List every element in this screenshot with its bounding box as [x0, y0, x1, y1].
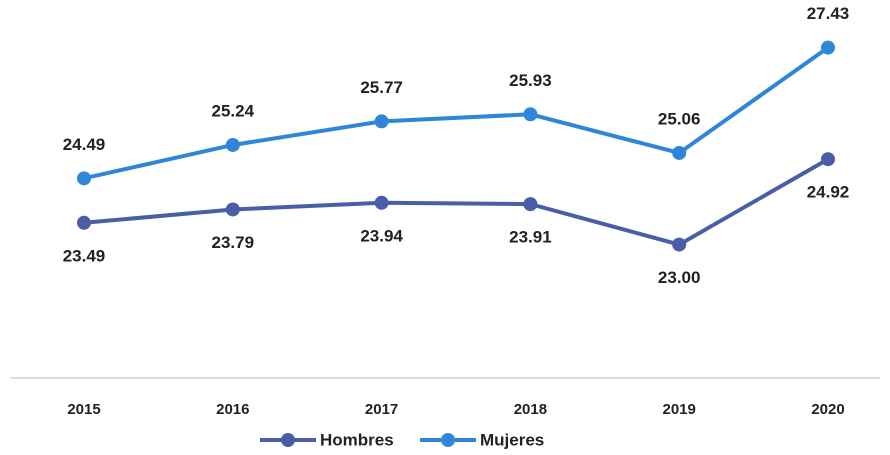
data-label: 25.93: [509, 71, 552, 90]
legend-label: Mujeres: [480, 430, 544, 449]
data-label: 25.06: [658, 109, 701, 128]
data-label: 27.43: [807, 4, 850, 23]
point: [374, 114, 389, 129]
x-tick-label: 2019: [663, 401, 696, 418]
data-label: 23.91: [509, 228, 552, 247]
data-label: 23.00: [658, 268, 701, 287]
x-tick-label: 2020: [811, 401, 844, 418]
data-label: 23.79: [212, 233, 255, 252]
data-label: 24.49: [63, 135, 106, 154]
legend-marker: [281, 433, 295, 447]
point: [523, 107, 538, 122]
legend-marker: [441, 433, 455, 447]
data-label: 25.24: [212, 101, 255, 120]
legend-label: Hombres: [320, 430, 394, 449]
line: [83, 157, 829, 247]
x-tick-label: 2017: [365, 401, 398, 418]
data-label: 25.77: [360, 78, 403, 97]
point: [672, 145, 687, 160]
point: [821, 40, 835, 55]
point: [821, 152, 835, 167]
data-label: 23.49: [63, 246, 106, 265]
line: [83, 45, 830, 181]
x-tick-label: 2018: [514, 401, 547, 418]
data-label: 23.94: [360, 226, 403, 245]
x-tick-label: 2015: [67, 401, 100, 418]
point: [523, 197, 538, 212]
data-label: 24.92: [807, 183, 850, 202]
point: [77, 215, 91, 230]
point: [672, 237, 687, 252]
point: [225, 137, 240, 152]
x-tick-label: 2016: [216, 401, 249, 418]
point: [77, 171, 91, 186]
point: [374, 195, 389, 210]
point: [225, 202, 240, 217]
